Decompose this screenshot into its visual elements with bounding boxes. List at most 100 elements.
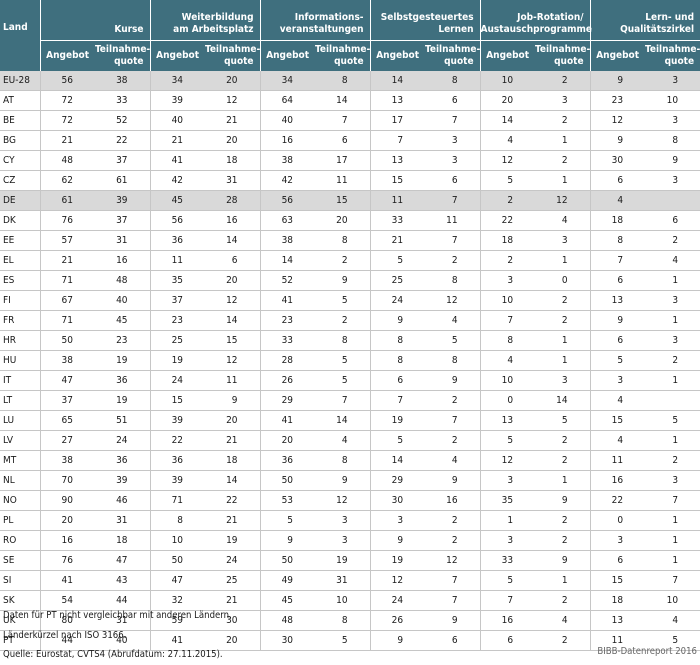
cell-angebot: 70 bbox=[40, 470, 95, 491]
cell-angebot: 6 bbox=[590, 330, 646, 351]
subheader-line1: Teilnahme- bbox=[645, 44, 700, 55]
table-row: EE 57 31 36 14 38 8 21 7 18 3 8 2 bbox=[0, 230, 700, 251]
table-row: MT 38 36 36 18 36 8 14 4 12 2 11 2 bbox=[0, 450, 700, 471]
data-table: Land Kurse Weiterbildung am Arbeitsplatz … bbox=[0, 0, 700, 651]
table-row: EL 21 16 11 6 14 2 5 2 2 1 7 4 bbox=[0, 250, 700, 271]
cell-teilnahmequote: 36 bbox=[95, 450, 151, 471]
cell-angebot: 27 bbox=[40, 430, 95, 451]
cell-angebot: 50 bbox=[150, 550, 206, 571]
cell-teilnahmequote: 8 bbox=[315, 71, 371, 91]
cell-teilnahmequote: 18 bbox=[205, 150, 261, 171]
table-row: IT 47 36 24 11 26 5 6 9 10 3 3 1 bbox=[0, 370, 700, 391]
cell-angebot: 32 bbox=[150, 590, 206, 611]
cell-teilnahmequote: 7 bbox=[425, 190, 481, 211]
cell-teilnahmequote: 1 bbox=[535, 250, 591, 271]
cell-angebot: 34 bbox=[260, 71, 316, 91]
cell-teilnahmequote: 7 bbox=[425, 230, 481, 251]
cell-teilnahmequote: 1 bbox=[645, 370, 700, 391]
cell-teilnahmequote: 1 bbox=[645, 530, 700, 551]
cell-angebot: 30 bbox=[370, 490, 426, 511]
cell-teilnahmequote: 4 bbox=[535, 210, 591, 231]
cell-teilnahmequote: 2 bbox=[425, 430, 481, 451]
cell-angebot: 3 bbox=[370, 510, 426, 531]
cell-teilnahmequote: 39 bbox=[95, 470, 151, 491]
cell-angebot: 22 bbox=[480, 210, 536, 231]
cell-teilnahmequote: 48 bbox=[95, 270, 151, 291]
country-code: BE bbox=[0, 110, 41, 131]
cell-teilnahmequote: 6 bbox=[205, 250, 261, 271]
cell-angebot: 11 bbox=[150, 250, 206, 271]
table-row: HU 38 19 19 12 28 5 8 8 4 1 5 2 bbox=[0, 350, 700, 371]
cell-teilnahmequote: 8 bbox=[425, 270, 481, 291]
group-header-job-rotation: Job-Rotation/Austauschprogramme bbox=[480, 0, 592, 41]
cell-teilnahmequote: 3 bbox=[315, 510, 371, 531]
cell-teilnahmequote: 2 bbox=[535, 290, 591, 311]
group-header-kurse: Kurse bbox=[40, 0, 151, 41]
cell-angebot: 62 bbox=[40, 170, 95, 191]
cell-angebot: 39 bbox=[150, 470, 206, 491]
cell-teilnahmequote: 2 bbox=[535, 450, 591, 471]
cell-teilnahmequote bbox=[645, 390, 700, 411]
footnote: Länderkürzel nach ISO 3166. bbox=[3, 629, 127, 641]
cell-angebot: 9 bbox=[370, 310, 426, 331]
cell-teilnahmequote: 12 bbox=[205, 290, 261, 311]
cell-angebot: 16 bbox=[40, 530, 95, 551]
cell-teilnahmequote: 20 bbox=[315, 210, 371, 231]
cell-angebot: 39 bbox=[150, 410, 206, 431]
cell-angebot: 9 bbox=[370, 530, 426, 551]
cell-teilnahmequote: 47 bbox=[95, 550, 151, 571]
cell-angebot: 16 bbox=[590, 470, 646, 491]
cell-teilnahmequote: 12 bbox=[205, 90, 261, 111]
cell-angebot: 12 bbox=[590, 110, 646, 131]
country-code: MT bbox=[0, 450, 41, 471]
cell-teilnahmequote: 7 bbox=[315, 110, 371, 131]
cell-angebot: 50 bbox=[260, 550, 316, 571]
cell-angebot: 7 bbox=[370, 390, 426, 411]
cell-angebot: 12 bbox=[480, 150, 536, 171]
cell-angebot: 49 bbox=[260, 570, 316, 591]
footnote-source: Quelle: Eurostat, CVTS4 (Abrufdatum: 27.… bbox=[3, 649, 223, 660]
cell-angebot: 20 bbox=[40, 510, 95, 531]
cell-teilnahmequote: 1 bbox=[645, 430, 700, 451]
cell-angebot: 41 bbox=[150, 150, 206, 171]
cell-angebot: 30 bbox=[260, 630, 316, 651]
cell-teilnahmequote: 14 bbox=[535, 390, 591, 411]
cell-angebot: 28 bbox=[260, 350, 316, 371]
cell-angebot: 3 bbox=[590, 530, 646, 551]
cell-angebot: 6 bbox=[590, 170, 646, 191]
cell-angebot: 19 bbox=[370, 550, 426, 571]
cell-angebot: 6 bbox=[480, 630, 536, 651]
footnotes: Daten für PT nicht vergleichbar mit ande… bbox=[3, 606, 232, 665]
cell-angebot: 33 bbox=[480, 550, 536, 571]
cell-angebot: 19 bbox=[370, 410, 426, 431]
cell-teilnahmequote: 10 bbox=[315, 590, 371, 611]
cell-teilnahmequote: 9 bbox=[205, 390, 261, 411]
cell-angebot: 13 bbox=[590, 610, 646, 631]
cell-teilnahmequote: 9 bbox=[315, 470, 371, 491]
cell-teilnahmequote: 5 bbox=[315, 350, 371, 371]
cell-angebot: 38 bbox=[260, 230, 316, 251]
cell-angebot: 38 bbox=[40, 450, 95, 471]
table-row: HR 50 23 25 15 33 8 8 5 8 1 6 3 bbox=[0, 330, 700, 351]
cell-angebot: 39 bbox=[150, 90, 206, 111]
cell-teilnahmequote: 31 bbox=[95, 610, 151, 631]
cell-teilnahmequote: 37 bbox=[95, 210, 151, 231]
cell-teilnahmequote: 8 bbox=[315, 450, 371, 471]
cell-angebot: 22 bbox=[150, 430, 206, 451]
country-code: CY bbox=[0, 150, 41, 171]
table-row: LT 37 19 15 9 29 7 7 2 0 14 4 bbox=[0, 390, 700, 411]
cell-angebot: 11 bbox=[370, 190, 426, 211]
cell-angebot: 45 bbox=[150, 190, 206, 211]
cell-angebot: 23 bbox=[150, 310, 206, 331]
cell-teilnahmequote: 4 bbox=[535, 610, 591, 631]
country-code: EE bbox=[0, 230, 41, 251]
cell-teilnahmequote: 2 bbox=[535, 530, 591, 551]
cell-angebot: 4 bbox=[590, 190, 646, 211]
cell-angebot: 4 bbox=[590, 430, 646, 451]
cell-teilnahmequote: 16 bbox=[95, 250, 151, 271]
cell-angebot: 11 bbox=[590, 630, 646, 651]
cell-teilnahmequote: 22 bbox=[95, 130, 151, 151]
cell-teilnahmequote: 44 bbox=[95, 590, 151, 611]
subheader-angebot: Angebot bbox=[40, 40, 95, 71]
country-code: AT bbox=[0, 90, 41, 111]
